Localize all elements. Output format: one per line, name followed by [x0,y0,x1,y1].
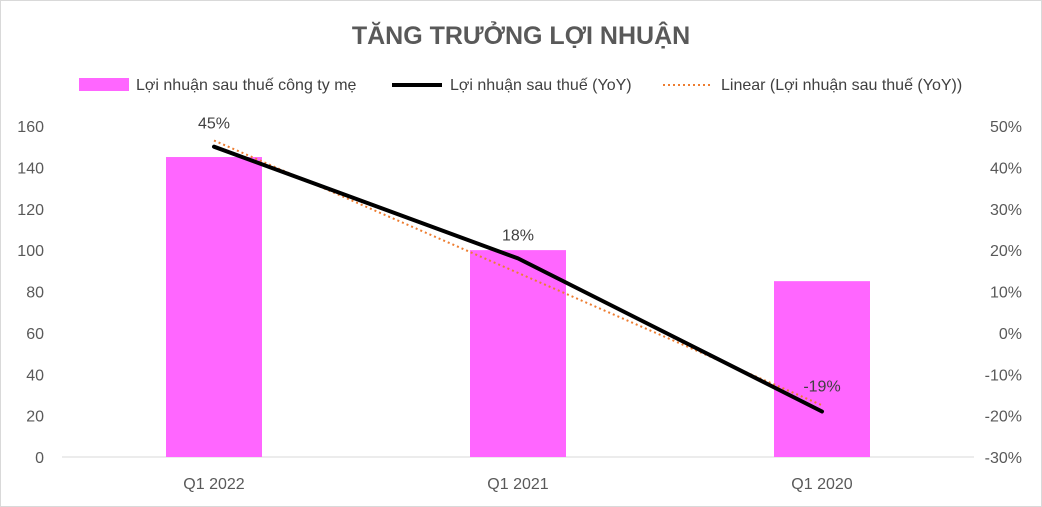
legend-swatch-profit-bar [79,78,129,91]
yoy-line-series: 45% 18% -19% [198,116,841,414]
x-axis-tick-label: Q1 2021 [487,476,548,493]
right-axis-tick-label: -30% [985,450,1022,467]
bar [774,281,870,457]
yoy-data-label: 18% [502,227,534,244]
left-axis-tick-label: 20 [26,409,44,426]
left-axis-tick-label: 60 [26,326,44,343]
left-axis-tick-label: 80 [26,285,44,302]
right-axis-tick-label: -10% [985,367,1022,384]
left-axis-tick-label: 40 [26,367,44,384]
left-axis-tick-label: 120 [17,202,44,219]
right-axis-tick-label: 50% [990,119,1022,136]
left-axis-tick-label: 0 [35,450,44,467]
right-axis-tick-label: -20% [985,409,1022,426]
right-axis-tick-label: 20% [990,243,1022,260]
left-axis-tick-label: 160 [17,119,44,136]
right-axis-tick-label: 40% [990,160,1022,177]
bar [166,157,262,457]
left-axis-tick-label: 100 [17,243,44,260]
x-axis-tick-label: Q1 2020 [791,476,852,493]
bar [470,250,566,457]
bar-series [166,157,870,457]
legend: Lợi nhuận sau thuế công ty mẹ Lợi nhuận … [79,77,962,94]
legend-label-profit-bar: Lợi nhuận sau thuế công ty mẹ [136,77,357,94]
legend-label-trendline: Linear (Lợi nhuận sau thuế (YoY)) [721,77,962,94]
right-axis-tick-label: 0% [999,326,1022,343]
x-axis-tick-label: Q1 2022 [183,476,244,493]
x-axis-labels: Q1 2022 Q1 2021 Q1 2020 [183,476,852,493]
left-axis-tick-label: 140 [17,160,44,177]
yoy-line [212,144,824,414]
yoy-data-label: 45% [198,116,230,133]
yoy-data-label: -19% [803,378,840,395]
chart-title: TĂNG TRƯỞNG LỢI NHUẬN [352,20,690,50]
right-axis: -30% -20% -10% 0% 10% 20% 30% 40% 50% [985,119,1022,467]
right-axis-tick-label: 10% [990,285,1022,302]
left-axis: 0 20 40 60 80 100 120 140 160 [17,119,44,467]
right-axis-tick-label: 30% [990,202,1022,219]
legend-label-yoy-line: Lợi nhuận sau thuế (YoY) [450,77,632,94]
